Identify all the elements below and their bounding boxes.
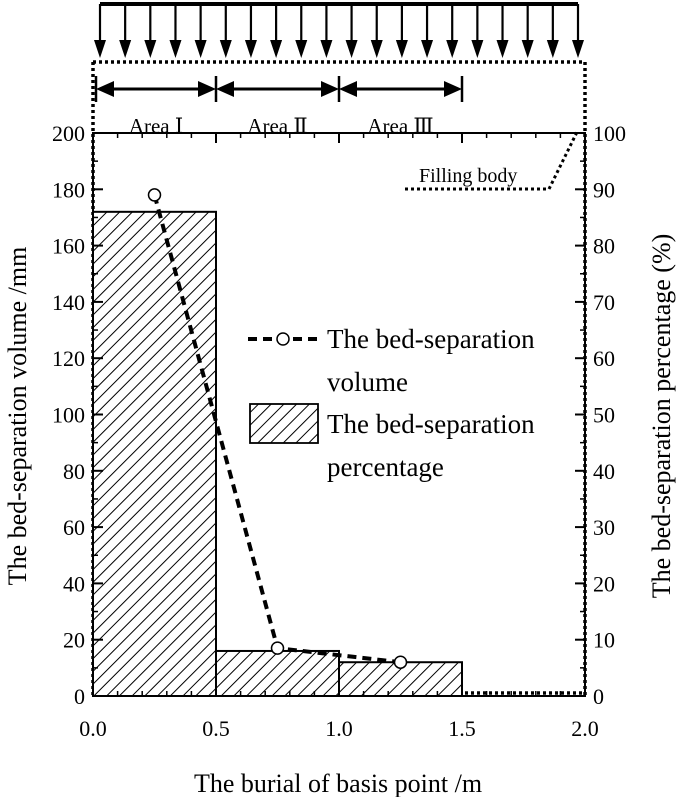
x-tick-label: 2.0: [571, 716, 599, 741]
load-arrow-head: [169, 40, 182, 58]
area-arrow-right: [444, 81, 462, 97]
right-y-tick-label: 80: [593, 234, 615, 259]
load-arrow-head: [119, 40, 132, 58]
volume-point: [270, 641, 285, 655]
x-tick-label: 1.5: [448, 716, 476, 741]
load-arrow-head: [395, 40, 408, 58]
area-markers: Area Ⅰ Area Ⅱ Area Ⅲ: [94, 76, 464, 138]
left-y-tick-label: 180: [52, 177, 85, 202]
load-arrow-head: [144, 40, 157, 58]
right-y-tick-label: 30: [593, 515, 615, 540]
legend-line-label-cont: volume: [327, 367, 408, 397]
x-tick-label: 0.0: [79, 716, 107, 741]
legend-line-marker: [276, 332, 290, 346]
right-y-tick-label: 20: [593, 571, 615, 596]
legend-bar-label-cont: percentage: [327, 452, 444, 482]
legend-bar-label: The bed-separation: [327, 409, 535, 439]
right-y-tick-label: 50: [593, 403, 615, 428]
legend: The bed-separation volume The bed-separa…: [248, 324, 535, 482]
right-y-tick-label: 90: [593, 177, 615, 202]
line-series-group: [147, 188, 408, 669]
left-y-axis-title: The bed-separation volume /mm: [3, 247, 32, 586]
load-arrow-head: [446, 40, 459, 58]
area-label: Area Ⅰ: [129, 114, 183, 138]
left-y-tick-label: 40: [63, 571, 85, 596]
load-arrow-head: [94, 40, 106, 58]
filling-body-leader: [405, 129, 580, 191]
right-y-tick-label: 0: [593, 684, 604, 709]
legend-bar-swatch: [249, 403, 319, 444]
x-tick-label: 1.0: [325, 716, 353, 741]
right-y-tick-label: 60: [593, 346, 615, 371]
load-arrow-head: [270, 40, 283, 58]
right-y-tick-label: 40: [593, 459, 615, 484]
area-arrow-left: [339, 81, 357, 97]
load-arrows: [94, 2, 584, 58]
volume-point: [393, 655, 408, 669]
area-arrow-right: [321, 81, 339, 97]
area-arrow-left: [216, 81, 234, 97]
area-label: Area Ⅱ: [247, 114, 307, 138]
left-y-tick-label: 200: [52, 121, 85, 146]
area-label: Area Ⅲ: [367, 114, 433, 138]
legend-line-label: The bed-separation: [327, 324, 535, 354]
load-arrow-head: [244, 40, 257, 58]
x-tick-label: 0.5: [202, 716, 230, 741]
load-arrow-head: [370, 40, 383, 58]
right-y-axis-title: The bed-separation percentage (%): [647, 234, 676, 599]
load-arrow-head: [295, 40, 308, 58]
left-y-tick-label: 20: [63, 628, 85, 653]
load-arrow-head: [471, 40, 484, 58]
volume-point: [147, 188, 162, 202]
x-axis-title: The burial of basis point /m: [194, 769, 482, 797]
load-arrow-head: [496, 40, 509, 58]
right-y-tick-label: 100: [593, 121, 626, 146]
load-arrow-head: [345, 40, 358, 58]
load-arrow-head: [194, 40, 207, 58]
left-y-tick-label: 100: [52, 403, 85, 428]
axes-group: 0 20 40 60 80 100 120 140 160 180 200 0 10 20 30 40 50 60…: [52, 121, 626, 741]
bar: [215, 649, 340, 698]
area-arrow-left: [96, 81, 114, 97]
left-y-tick-label: 80: [63, 459, 85, 484]
load-arrow-head: [320, 40, 333, 58]
load-arrow-head: [572, 40, 584, 58]
left-y-tick-label: 60: [63, 515, 85, 540]
right-y-tick-label: 70: [593, 290, 615, 315]
load-arrow-head: [219, 40, 232, 58]
load-arrow-head: [521, 40, 534, 58]
left-y-tick-label: 160: [52, 234, 85, 259]
load-arrow-head: [546, 40, 559, 58]
left-y-tick-label: 0: [74, 684, 85, 709]
area-arrow-right: [198, 81, 216, 97]
left-y-tick-label: 120: [52, 346, 85, 371]
right-y-tick-label: 10: [593, 628, 615, 653]
left-y-tick-label: 140: [52, 290, 85, 315]
filling-body-annotation: Filling body: [419, 165, 517, 187]
bar: [92, 210, 217, 697]
load-arrow-head: [421, 40, 434, 58]
